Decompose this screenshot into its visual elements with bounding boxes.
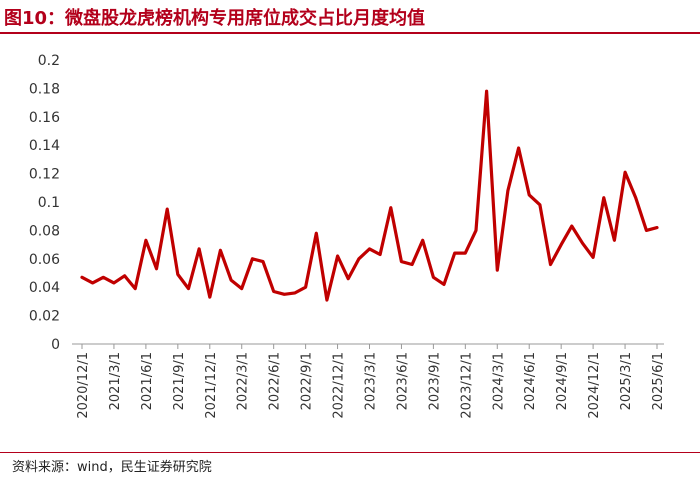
y-tick-label: 0.06: [29, 252, 60, 268]
data-point: [368, 247, 371, 251]
data-point: [453, 251, 456, 255]
x-tick-label: 2022/12/1: [332, 352, 347, 419]
data-point: [112, 281, 116, 285]
data-point: [80, 276, 84, 279]
x-tick-label: 2023/9/1: [427, 352, 442, 410]
x-tick-label: 2021/9/1: [172, 352, 187, 410]
x-tick-label: 2022/9/1: [300, 352, 315, 410]
data-point: [432, 276, 435, 279]
y-tick-label: 0.14: [29, 138, 60, 154]
data-point: [378, 253, 382, 256]
data-point: [134, 287, 137, 290]
data-point: [528, 193, 531, 197]
x-tick-label: 2025/6/1: [651, 352, 666, 410]
data-point: [315, 232, 318, 235]
data-point: [357, 257, 361, 260]
y-tick-label: 0.18: [29, 81, 60, 97]
x-tick-label: 2024/12/1: [587, 352, 602, 419]
data-point: [570, 224, 574, 228]
data-point: [325, 298, 329, 302]
x-tick-label: 2023/12/1: [459, 352, 474, 419]
data-point: [389, 206, 392, 209]
data-point: [304, 286, 307, 289]
data-point: [251, 257, 254, 260]
data-point: [645, 229, 648, 232]
x-tick-label: 2023/3/1: [364, 352, 379, 410]
chart-title: 图10：微盘股龙虎榜机构专用席位成交占比月度均值: [4, 8, 426, 29]
chart-area: 0 0.02 0.04 0.06 0.08 0.1 0.12 0.14 0.16 0.18 0.2 2…: [0, 36, 700, 450]
data-point: [602, 196, 605, 199]
footer-divider: [0, 452, 700, 453]
data-point: [261, 260, 265, 263]
y-tick-label: 0.04: [29, 280, 60, 296]
data-point: [410, 263, 414, 266]
y-tick-label: 0.08: [29, 223, 60, 239]
data-point: [538, 203, 542, 207]
data-point: [219, 249, 222, 252]
data-point: [283, 293, 286, 296]
data-point: [496, 268, 499, 272]
x-tick-label: 2025/3/1: [619, 352, 634, 410]
data-point: [517, 146, 520, 150]
x-tick-label: 2024/9/1: [555, 352, 570, 410]
y-tick-label: 0.2: [38, 53, 60, 69]
data-point: [400, 260, 403, 263]
x-tick-label: 2024/6/1: [523, 352, 538, 410]
data-point: [91, 281, 94, 285]
data-point: [336, 254, 339, 258]
x-tick-label: 2021/3/1: [108, 352, 123, 410]
data-point: [208, 295, 211, 299]
data-point: [613, 239, 616, 242]
data-point: [102, 276, 105, 279]
line-chart: 0 0.02 0.04 0.06 0.08 0.1 0.12 0.14 0.16 0.18 0.2 2…: [29, 53, 666, 419]
data-point: [229, 278, 233, 282]
x-tick-label: 2024/3/1: [491, 352, 506, 410]
data-point: [240, 287, 243, 290]
data-point: [591, 256, 595, 259]
data-point: [655, 226, 659, 229]
data-point: [623, 170, 627, 174]
y-tick-label: 0.1: [38, 195, 60, 211]
data-point: [549, 263, 552, 266]
data-point: [165, 207, 169, 211]
data-point: [442, 283, 446, 286]
x-tick-label: 2022/3/1: [236, 352, 251, 410]
data-point: [155, 267, 158, 270]
series-line: [80, 89, 659, 302]
data-point: [272, 290, 275, 293]
data-point: [187, 287, 190, 290]
source-note: 资料来源：wind，民生证券研究院: [12, 460, 212, 475]
data-point: [634, 196, 637, 199]
data-point: [464, 251, 467, 255]
data-point: [421, 239, 424, 242]
x-tick-label: 2020/12/1: [76, 352, 91, 419]
data-point: [347, 277, 350, 280]
y-tick-label: 0.12: [29, 167, 60, 183]
data-point: [506, 189, 510, 192]
data-point: [144, 239, 148, 242]
y-tick-label: 0: [51, 337, 60, 353]
data-point: [485, 90, 488, 93]
x-tick-label: 2023/6/1: [395, 352, 410, 410]
data-point: [559, 243, 563, 246]
data-point: [581, 241, 584, 245]
x-tick-label: 2022/6/1: [268, 352, 283, 410]
data-point: [176, 273, 180, 276]
y-tick-label: 0.02: [29, 309, 60, 325]
data-point: [474, 229, 478, 232]
title-divider: [0, 32, 700, 34]
x-tick-label: 2021/6/1: [140, 352, 155, 410]
data-point: [123, 274, 126, 278]
data-point: [293, 291, 297, 295]
title-bar: 图10：微盘股龙虎榜机构专用席位成交占比月度均值: [0, 0, 700, 36]
x-tick-label: 2021/12/1: [204, 352, 219, 419]
y-tick-label: 0.16: [29, 110, 60, 126]
data-point: [197, 247, 201, 251]
